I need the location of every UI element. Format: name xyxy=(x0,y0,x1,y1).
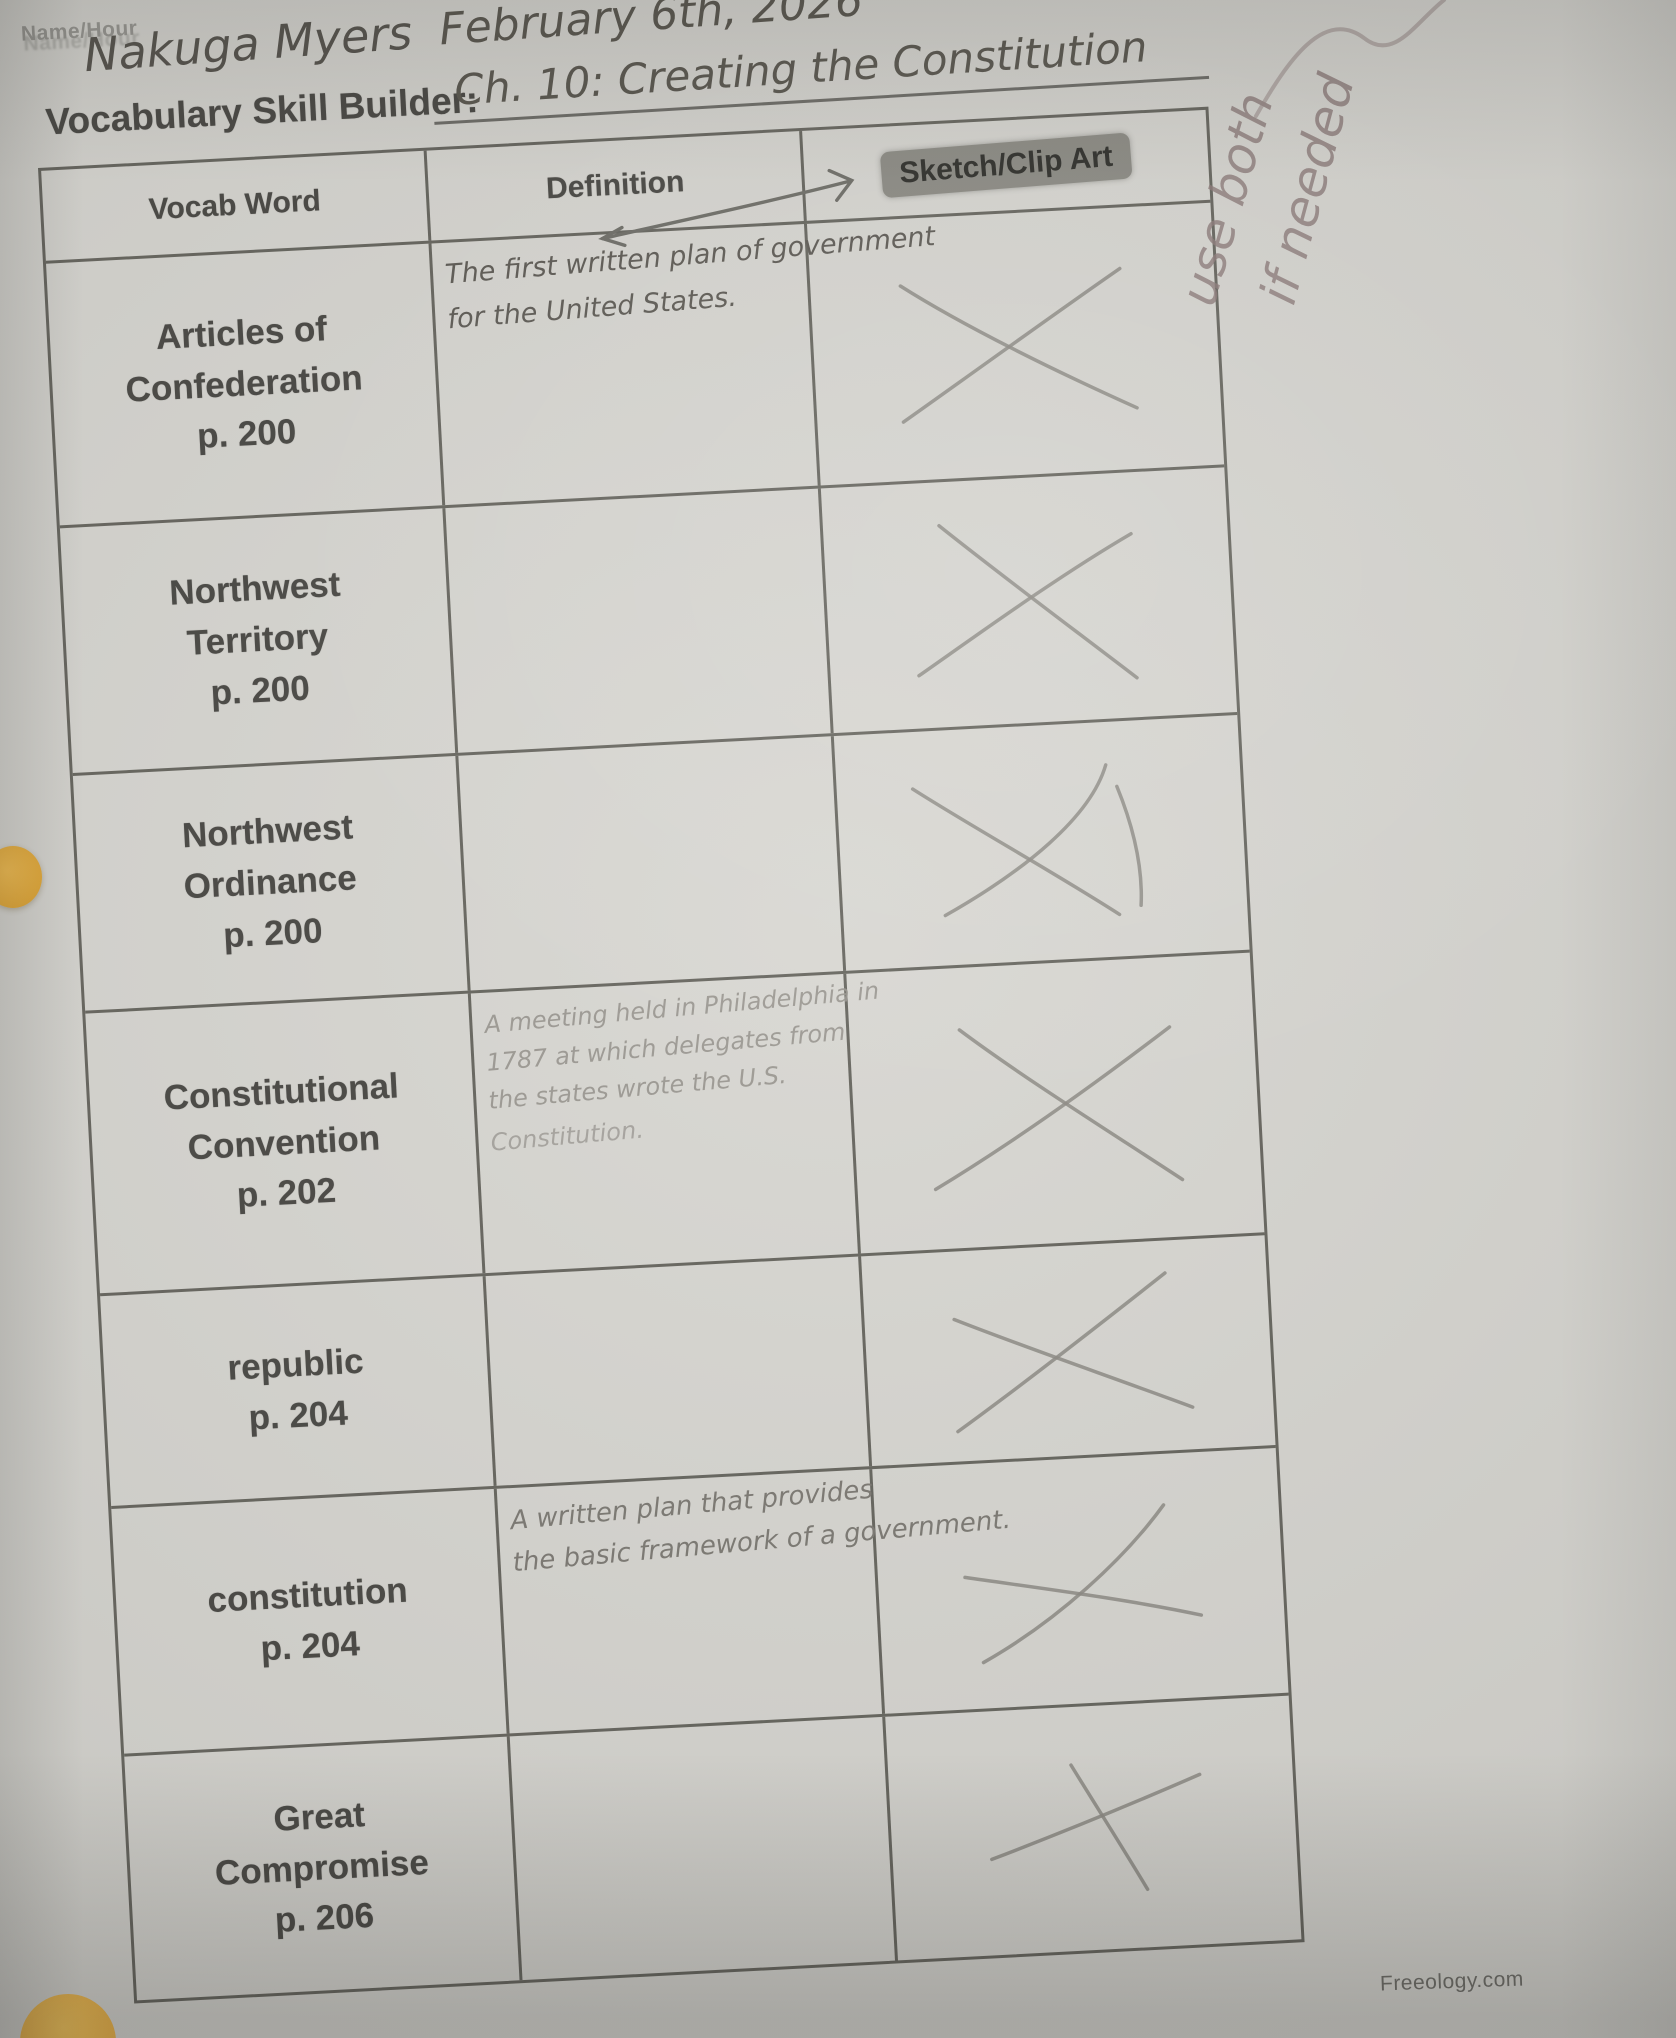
worksheet-sheet: Name/Hour Nakuga Myers February 6th, 202… xyxy=(20,0,1305,2004)
word-line: republic xyxy=(226,1341,365,1388)
sketch-cell xyxy=(885,1696,1301,1961)
vocab-word-cell: Articles of Confederation p. 200 xyxy=(46,243,446,526)
worksheet-title: Vocabulary Skill Builder: xyxy=(44,78,480,143)
page-ref: p. 202 xyxy=(235,1171,338,1216)
word-line: Articles of xyxy=(154,309,328,357)
yellow-sticker-dot xyxy=(0,846,42,908)
sketch-cell xyxy=(872,1448,1288,1714)
sketch-cell xyxy=(861,1235,1275,1466)
word-line: Northwest xyxy=(168,565,342,614)
vocab-word-cell: constitution p. 204 xyxy=(111,1488,510,1754)
word-line: constitution xyxy=(206,1570,409,1620)
definition-cell: The first written plan of government for… xyxy=(431,221,936,506)
page-ref: p. 200 xyxy=(209,668,311,713)
definition-cell xyxy=(485,1256,873,1486)
sketch-cell xyxy=(846,953,1264,1254)
table-row: Northwest Ordinance p. 200 xyxy=(72,711,1250,1011)
definition-cell: A written plan that provides the basic f… xyxy=(496,1469,1012,1734)
page-ref: p. 204 xyxy=(259,1623,361,1668)
word-line: Convention xyxy=(186,1118,381,1168)
definition-cell: A meeting held in Philadelphia in 1787 a… xyxy=(470,973,880,1274)
page-ref: p. 200 xyxy=(196,412,298,457)
word-line: Compromise xyxy=(213,1842,430,1893)
sketch-cell xyxy=(807,203,1224,486)
vocab-word-cell: Northwest Ordinance p. 200 xyxy=(72,755,471,1011)
x-sketch-icon xyxy=(917,523,1139,679)
footer-credit: Freeology.com xyxy=(1379,1967,1525,1996)
sketch-header-highlight: Sketch/Clip Art xyxy=(879,132,1133,199)
table-row: Articles of Confederation p. 200 The fir… xyxy=(45,199,1225,526)
word-line: Ordinance xyxy=(182,858,358,907)
sketch-cell xyxy=(821,467,1237,733)
pencil-scribble-icon xyxy=(1254,0,1446,118)
table-row: Northwest Territory p. 200 xyxy=(59,464,1238,774)
vocab-word-cell: Northwest Territory p. 200 xyxy=(59,508,459,774)
definition-cell xyxy=(445,488,834,753)
page-ref: p. 204 xyxy=(247,1393,349,1438)
word-line: Northwest xyxy=(181,807,355,856)
page-ref: p. 200 xyxy=(222,911,324,956)
sketch-cell xyxy=(834,715,1250,971)
word-line: Great xyxy=(272,1795,366,1839)
vocab-word-cell: republic p. 204 xyxy=(100,1276,497,1507)
table-row: Constitutional Convention p. 202 A meeti… xyxy=(85,949,1265,1294)
vocab-table: Vocab Word Definition Sketch/Clip Art Ar… xyxy=(38,106,1305,2004)
definition-cell xyxy=(458,736,847,991)
x-sketch-icon xyxy=(910,763,1144,918)
page-ref: p. 206 xyxy=(273,1896,376,1941)
x-sketch-icon xyxy=(951,1271,1194,1434)
x-sketch-icon xyxy=(898,266,1139,424)
x-sketch-icon xyxy=(933,1024,1184,1191)
vocab-word-cell: Constitutional Convention p. 202 xyxy=(85,993,486,1294)
x-sketch-icon xyxy=(963,1502,1204,1664)
definition-cell xyxy=(509,1716,898,1981)
table-row: Great Compromise p. 206 xyxy=(124,1692,1302,2001)
table-row: constitution p. 204 A written plan that … xyxy=(111,1444,1289,1754)
word-line: Territory xyxy=(185,616,330,663)
vocab-word-cell: Great Compromise p. 206 xyxy=(124,1736,523,2001)
x-sketch-icon xyxy=(990,1763,1202,1892)
table-row: republic p. 204 xyxy=(99,1232,1276,1507)
yellow-sticker-dot xyxy=(20,1994,116,2038)
